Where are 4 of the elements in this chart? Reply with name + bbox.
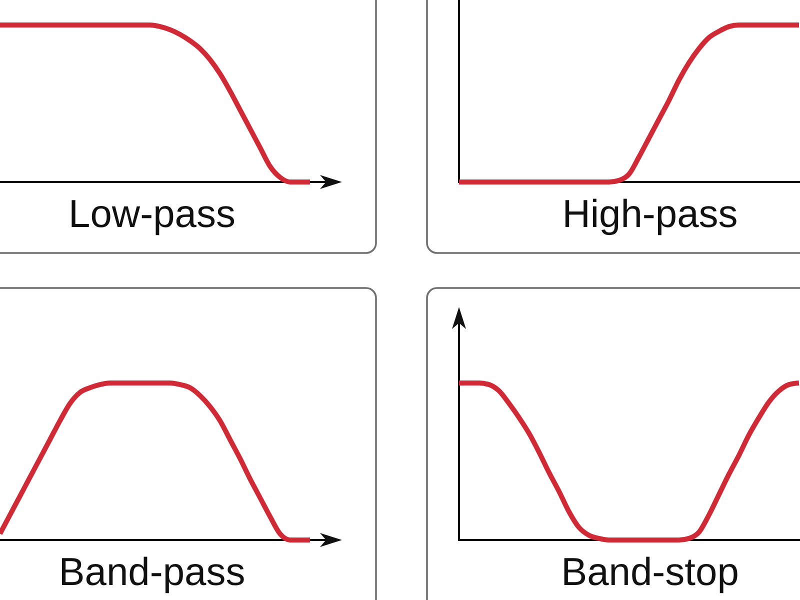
- x-axis-title: Band-pass: [58, 551, 246, 594]
- x-axis-title: High-pass: [562, 193, 738, 236]
- x-axis-title: Band-stop: [561, 551, 739, 594]
- x-axis-title: Low-pass: [68, 193, 236, 236]
